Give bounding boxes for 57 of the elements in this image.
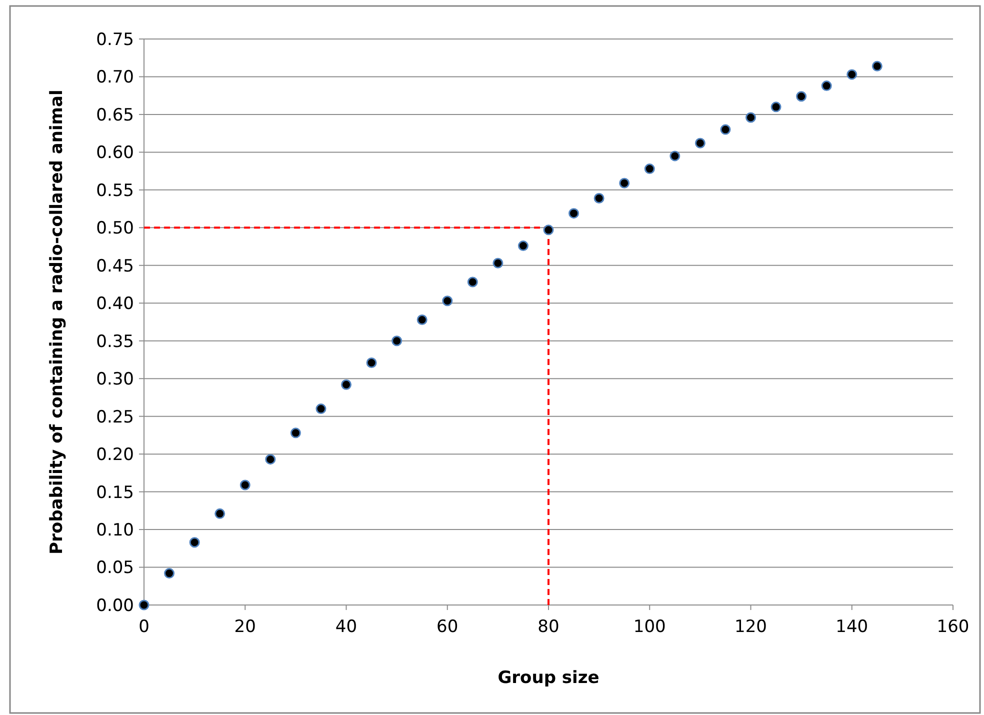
point — [189, 537, 200, 548]
y-tick-label: 0.05 — [96, 558, 134, 578]
x-tick-label: 80 — [538, 617, 560, 637]
y-tick-label: 0.75 — [96, 30, 134, 50]
y-tick-label: 0.50 — [96, 218, 134, 239]
x-tick-label: 0 — [138, 617, 150, 637]
y-tick-label: 0.70 — [96, 68, 134, 88]
point — [164, 568, 175, 579]
x-tick-label: 60 — [436, 617, 458, 637]
point — [392, 336, 402, 346]
point — [290, 428, 301, 438]
y-tick-label: 0.45 — [96, 256, 134, 276]
point — [240, 480, 250, 490]
point — [821, 80, 832, 92]
y-tick-label: 0.20 — [96, 445, 134, 466]
point — [694, 138, 706, 148]
point — [720, 124, 731, 135]
x-tick-label: 160 — [936, 617, 970, 637]
point — [796, 91, 807, 102]
x-tick-label: 120 — [734, 617, 767, 637]
point — [416, 314, 428, 325]
point — [846, 69, 858, 80]
point — [492, 258, 504, 268]
point — [594, 192, 604, 204]
point — [568, 208, 580, 219]
point — [341, 379, 352, 390]
y-tick-label: 0.65 — [96, 105, 134, 126]
y-tick-label: 0.60 — [96, 143, 134, 164]
point — [366, 358, 377, 368]
point — [518, 240, 528, 252]
point — [467, 276, 478, 288]
point — [214, 508, 226, 519]
y-tick-label: 0.00 — [96, 596, 134, 616]
x-tick-label: 100 — [633, 617, 666, 637]
y-tick-label: 0.40 — [96, 294, 134, 314]
y-tick-label: 0.15 — [96, 482, 134, 503]
x-tick-label: 40 — [335, 617, 358, 637]
y-tick-label: 0.25 — [96, 407, 134, 428]
point — [543, 224, 554, 236]
x-tick-label: 20 — [234, 617, 256, 637]
y-axis-title: Probability of containing a radio-collared animal — [47, 90, 67, 554]
x-axis-title: Group size — [498, 668, 600, 688]
y-tick-label: 0.55 — [96, 180, 134, 201]
point — [442, 296, 453, 306]
point — [746, 112, 756, 123]
point — [138, 600, 150, 610]
point — [872, 60, 882, 72]
point — [644, 164, 655, 174]
point — [316, 404, 326, 414]
point — [770, 102, 782, 112]
x-tick-label: 140 — [836, 617, 868, 637]
point — [619, 178, 630, 188]
y-tick-label: 0.10 — [96, 520, 134, 540]
point — [670, 150, 680, 162]
point — [265, 454, 276, 465]
y-tick-label: 0.35 — [96, 332, 134, 352]
y-tick-label: 0.30 — [96, 370, 134, 390]
